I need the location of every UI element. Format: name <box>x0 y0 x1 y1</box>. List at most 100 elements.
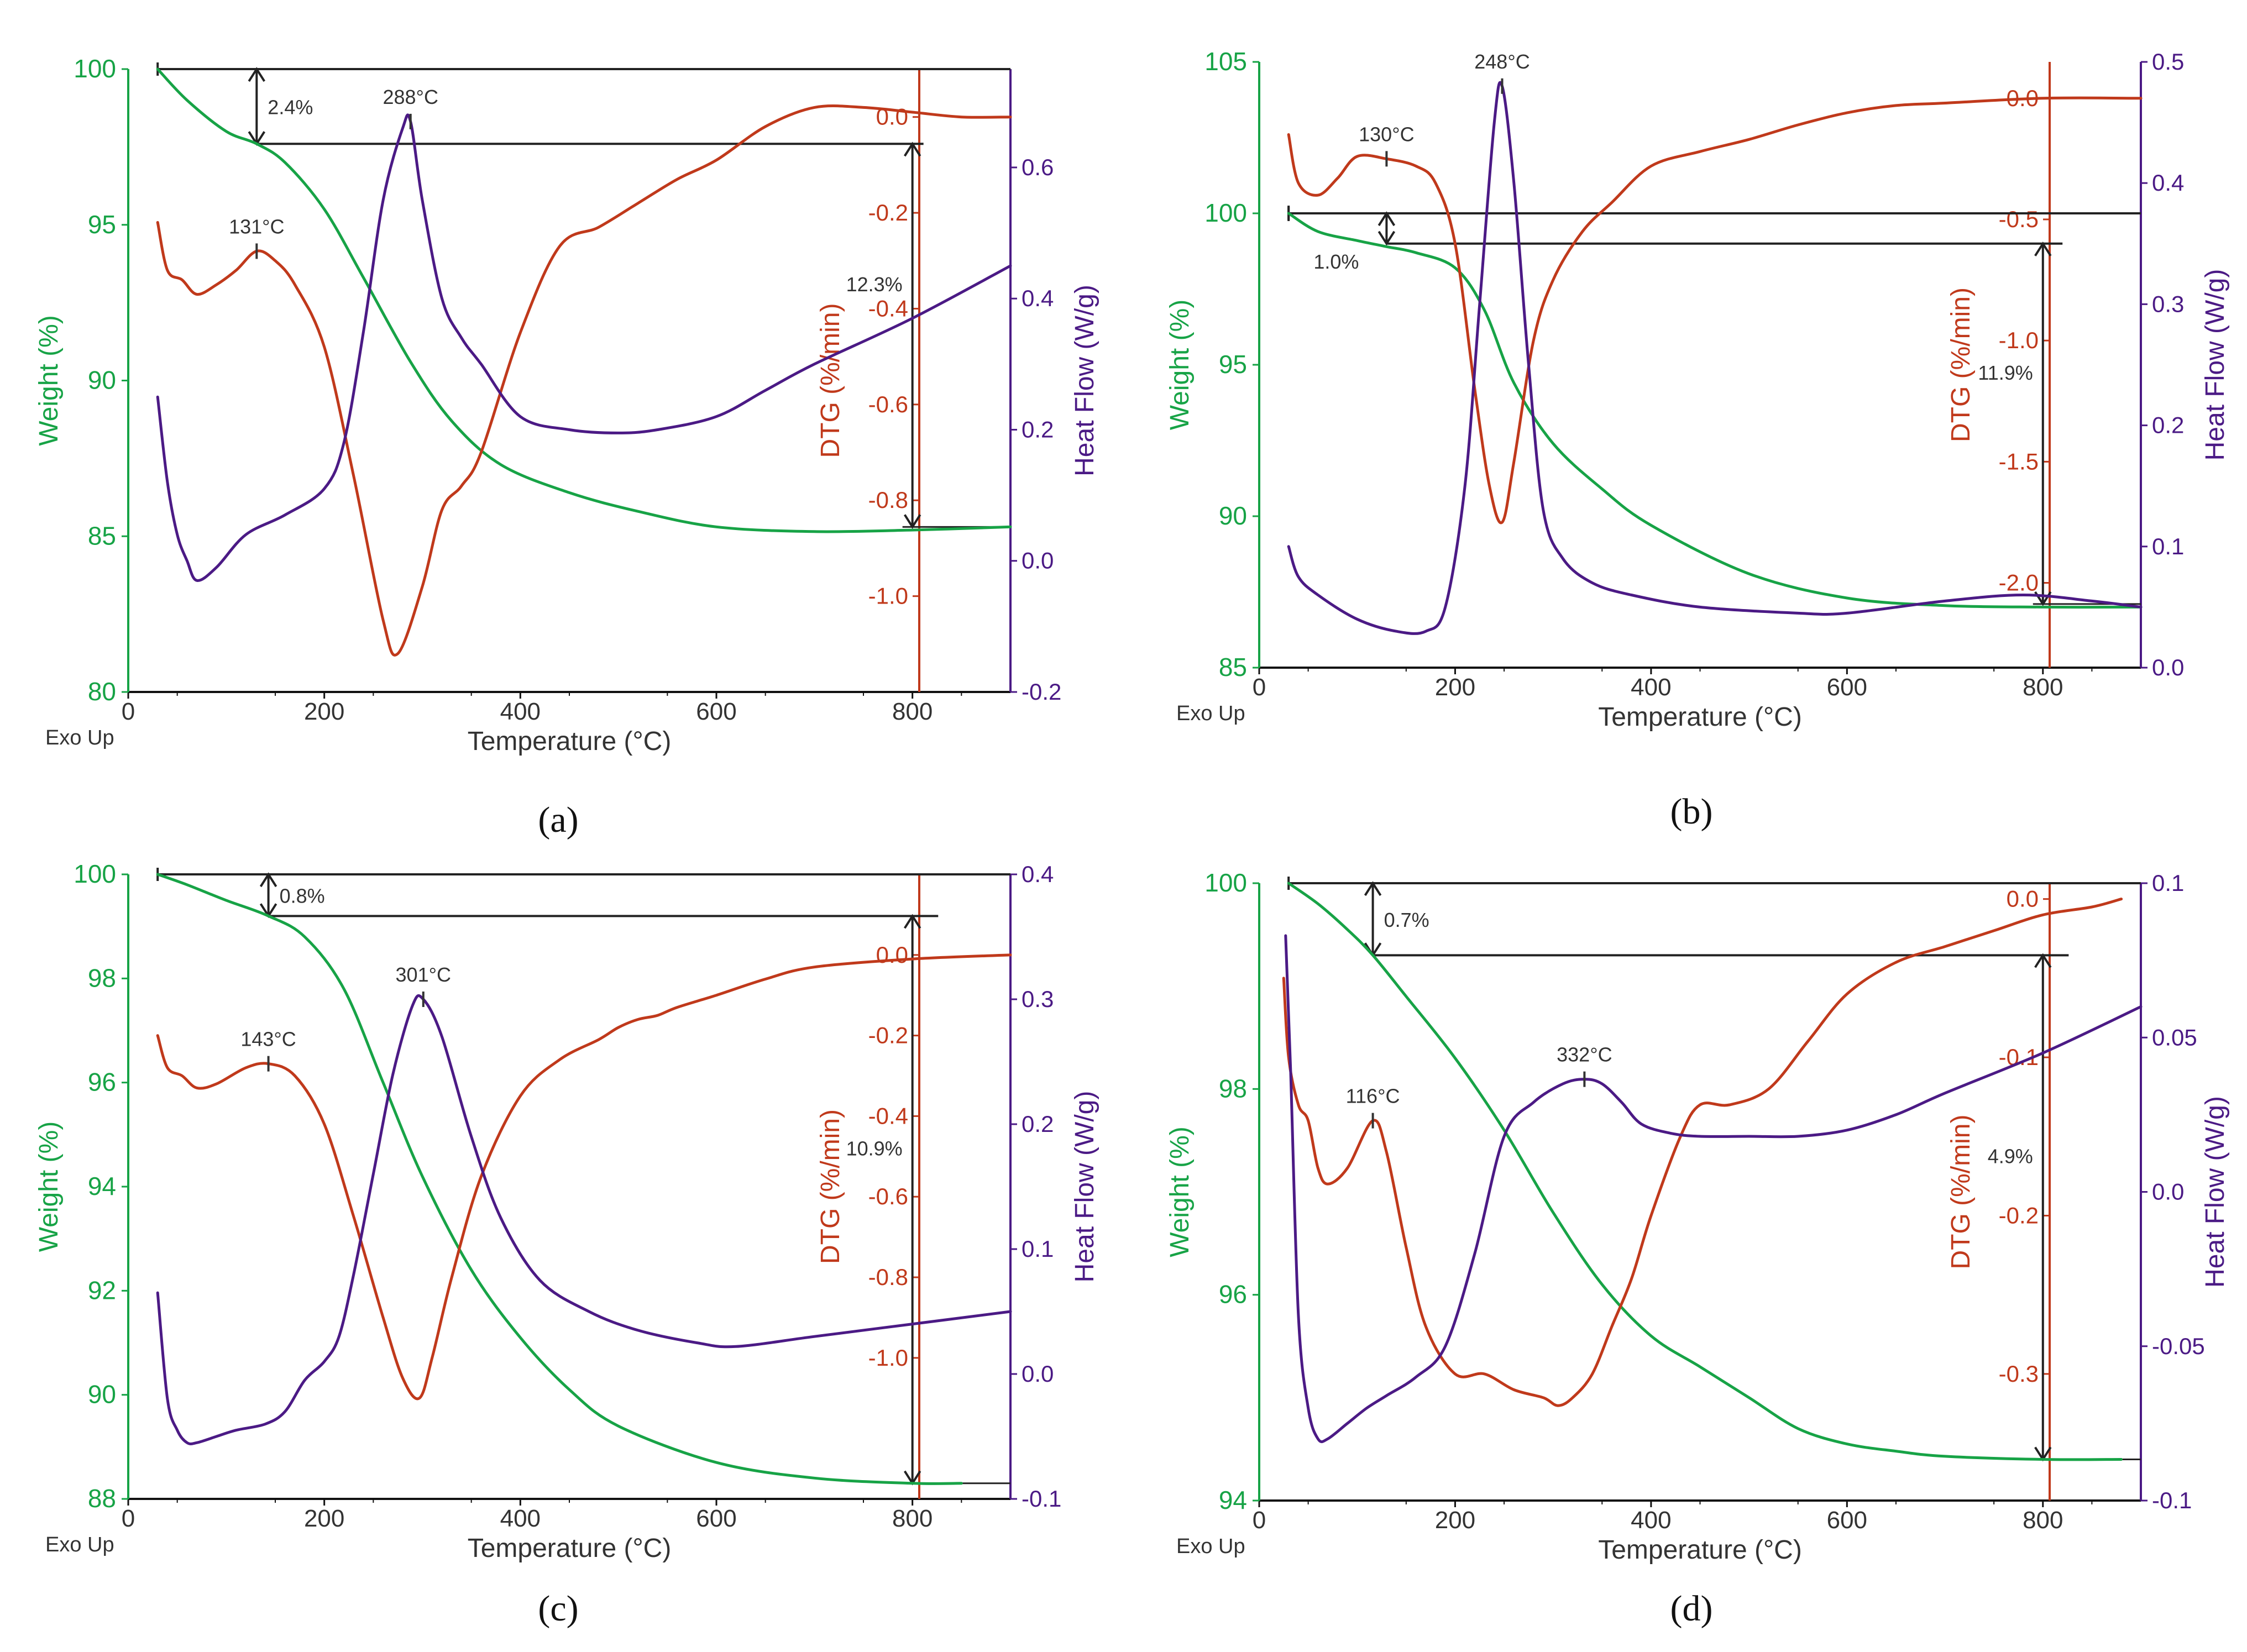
step-arrow-head-down <box>1377 230 1396 246</box>
x-axis-title: Temperature (°C) <box>1598 1535 1802 1565</box>
weight-axis-title: Weight (%) <box>34 1121 64 1252</box>
dtg-curve <box>156 953 1012 1401</box>
x-tick-label: 0 <box>1253 674 1266 701</box>
weight-tick-label: 96 <box>1219 1280 1247 1309</box>
weight-tick-label: 100 <box>1204 198 1247 227</box>
heat-tick-label: 0.3 <box>1022 986 1054 1012</box>
step-label: 1.0% <box>1313 250 1359 273</box>
x-tick-label: 800 <box>892 1505 933 1532</box>
heat-axis-title: Heat Flow (W/g) <box>1070 1091 1099 1283</box>
weight-tick-label: 80 <box>88 677 116 706</box>
heat-tick-label: -0.1 <box>2152 1487 2192 1513</box>
weight-tick-label: 85 <box>1219 653 1247 681</box>
heat-tick-label: -0.2 <box>1022 679 1061 705</box>
weight-tick-label: 88 <box>88 1484 116 1513</box>
step-arrow-head-up <box>903 141 921 157</box>
heat-tick-label: 0.4 <box>2152 170 2184 196</box>
dtg-curve <box>156 104 1012 657</box>
panel-caption: (d) <box>1670 1588 1713 1629</box>
x-tick-label: 400 <box>1631 1507 1671 1534</box>
weight-axis-title: Weight (%) <box>34 315 64 446</box>
dtg-tick-label: -0.8 <box>868 487 908 513</box>
dtg-axis-title: DTG (%/min) <box>1946 1115 1976 1270</box>
heat-tick-label: -0.1 <box>1022 1486 1061 1512</box>
panel-caption: (b) <box>1670 791 1713 832</box>
heat-tick-label: 0.1 <box>1022 1236 1054 1262</box>
peak-label: 288°C <box>383 86 438 108</box>
step-label: 11.9% <box>1978 361 2033 384</box>
step-arrow-head-up <box>2034 242 2052 256</box>
peak-label: 131°C <box>229 215 284 238</box>
exo-up-label: Exo Up <box>1176 1535 1245 1558</box>
weight-tick-label: 90 <box>88 366 116 395</box>
step-label: 10.9% <box>846 1137 903 1160</box>
heat-axis-title: Heat Flow (W/g) <box>1070 285 1099 476</box>
heat-tick-label: 0.1 <box>2152 533 2184 559</box>
dtg-tick-label: -0.3 <box>1999 1361 2039 1387</box>
x-tick-label: 600 <box>1827 1507 1867 1534</box>
weight-axis-title: Weight (%) <box>1165 1126 1195 1257</box>
step-label: 0.8% <box>280 885 325 908</box>
step-label: 12.3% <box>846 273 903 296</box>
weight-tick-label: 100 <box>74 54 116 83</box>
peak-label: 116°C <box>1346 1085 1400 1108</box>
step-label: 0.7% <box>1384 909 1429 931</box>
heat-tick-label: 0.2 <box>1022 1111 1054 1137</box>
panel-c: 0 200 400 600 800 88 90 92 94 96 98 100 -1.0 -0.8 -0.6… <box>34 859 1099 1629</box>
x-tick-label: 400 <box>1631 674 1671 701</box>
weight-tick-label: 96 <box>88 1068 116 1097</box>
heat-tick-label: 0.0 <box>2152 654 2184 680</box>
dtg-tick-label: 0.0 <box>2007 886 2039 912</box>
dtg-tick-label: -1.0 <box>868 583 908 609</box>
weight-curve <box>156 873 963 1485</box>
weight-tick-label: 85 <box>88 521 116 550</box>
dtg-tick-label: -1.0 <box>1999 327 2039 353</box>
step-arrow-head-up <box>1364 881 1382 896</box>
dtg-axis-title: DTG (%/min) <box>816 1109 845 1264</box>
x-tick-label: 600 <box>696 698 736 725</box>
x-tick-label: 0 <box>122 1505 135 1532</box>
step-label: 4.9% <box>1988 1145 2033 1167</box>
weight-tick-label: 98 <box>88 963 116 992</box>
dtg-tick-label: -1.0 <box>868 1345 908 1371</box>
heat-tick-label: 0.4 <box>1022 285 1054 311</box>
weight-curve <box>156 67 1012 533</box>
dtg-tick-label: -1.5 <box>1999 448 2039 474</box>
heat-tick-label: 0.1 <box>2152 870 2184 896</box>
heat-tick-label: 0.5 <box>2152 49 2184 75</box>
dtg-tick-label: -0.4 <box>868 1103 908 1129</box>
heat-tick-label: 0.0 <box>1022 1361 1054 1387</box>
peak-label: 301°C <box>396 963 451 986</box>
peak-label: 130°C <box>1359 123 1414 145</box>
x-tick-label: 800 <box>892 698 933 725</box>
heat-tick-label: 0.6 <box>1022 154 1054 180</box>
weight-tick-label: 90 <box>88 1380 116 1409</box>
peak-label: 332°C <box>1557 1043 1612 1066</box>
x-tick-label: 0 <box>122 698 135 725</box>
heat-tick-label: 0.0 <box>2152 1179 2184 1205</box>
dtg-axis-title: DTG (%/min) <box>1946 287 1976 442</box>
dtg-tick-label: -0.2 <box>868 200 908 225</box>
x-tick-label: 800 <box>2023 1507 2063 1534</box>
x-tick-label: 800 <box>2023 674 2063 701</box>
x-tick-label: 0 <box>1253 1507 1266 1534</box>
weight-curve <box>1287 882 2123 1461</box>
weight-tick-label: 94 <box>1219 1486 1247 1514</box>
exo-up-label: Exo Up <box>45 726 114 749</box>
weight-tick-label: 98 <box>1219 1074 1247 1103</box>
weight-tick-label: 100 <box>74 859 116 888</box>
weight-tick-label: 95 <box>88 210 116 239</box>
dtg-curve <box>1282 898 2123 1407</box>
dtg-tick-label: -0.6 <box>868 391 908 417</box>
exo-up-label: Exo Up <box>45 1533 114 1556</box>
x-tick-label: 200 <box>304 1505 344 1532</box>
x-tick-label: 600 <box>1827 674 1867 701</box>
x-tick-label: 200 <box>1435 674 1475 701</box>
x-tick-label: 600 <box>696 1505 736 1532</box>
heat-tick-label: 0.3 <box>2152 291 2184 317</box>
heat-curve <box>156 113 1012 582</box>
weight-tick-label: 100 <box>1204 868 1247 897</box>
peak-label: 248°C <box>1474 50 1530 73</box>
dtg-tick-label: -0.8 <box>868 1264 908 1290</box>
